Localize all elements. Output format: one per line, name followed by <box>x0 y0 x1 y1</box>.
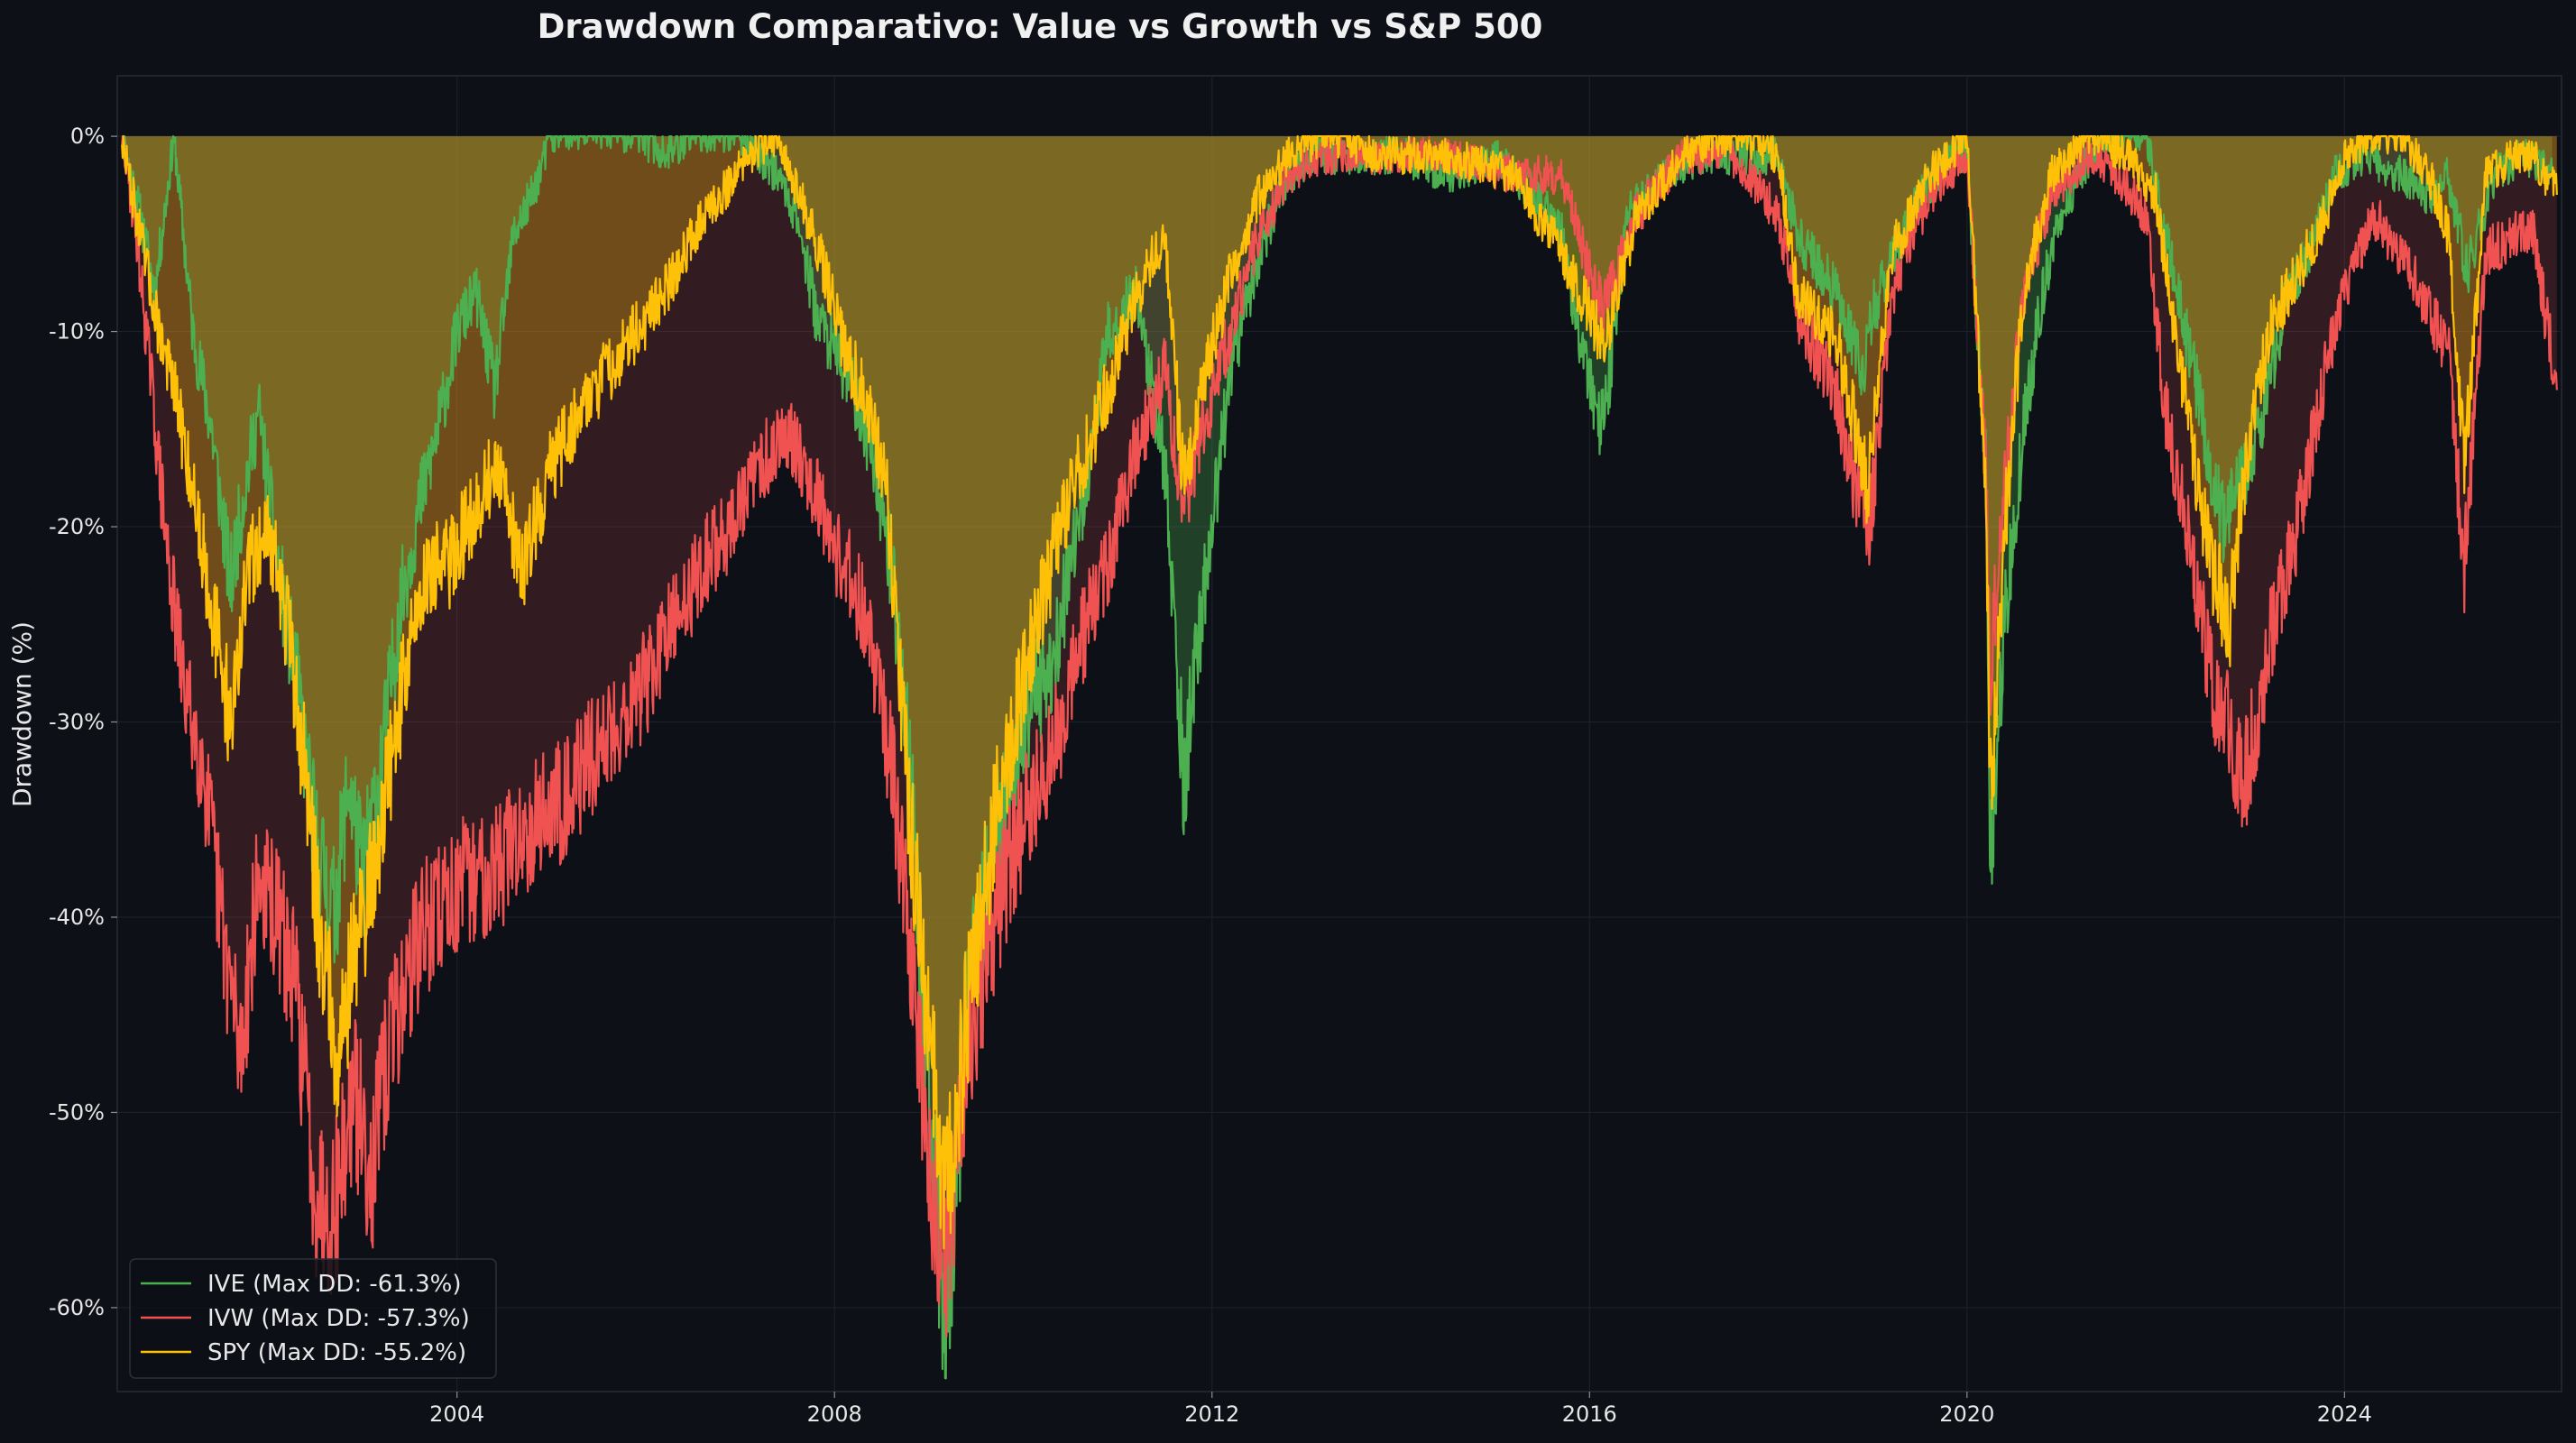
y-tick-label: -30% <box>49 710 105 735</box>
legend-label: IVW (Max DD: -57.3%) <box>207 1305 470 1332</box>
drawdown-lines <box>121 135 2558 1380</box>
legend-items: IVE (Max DD: -61.3%) IVW (Max DD: -57.3%)… <box>141 1271 470 1366</box>
y-tick-label: -10% <box>49 319 105 345</box>
y-tick-label: -40% <box>49 905 105 930</box>
y-axis-label: Drawdown (%) <box>7 621 37 807</box>
drawdown-fill-1 <box>122 136 2553 1379</box>
y-tick-label: -20% <box>49 514 105 539</box>
drawdown-fill-2 <box>122 136 2557 1337</box>
chart-legend: IVE (Max DD: -61.3%) IVW (Max DD: -57.3%)… <box>129 1258 497 1379</box>
legend-label: SPY (Max DD: -55.2%) <box>207 1339 466 1366</box>
y-tick-label: 0% <box>70 124 105 149</box>
x-tick-label: 2024 <box>2317 1402 2372 1427</box>
x-tick-label: 2008 <box>807 1402 862 1427</box>
legend-box <box>129 1258 497 1379</box>
chart-title: Drawdown Comparativo: Value vs Growth vs… <box>538 7 1543 46</box>
y-tick-label: -50% <box>49 1099 105 1125</box>
x-tick-label: 2020 <box>1939 1402 1994 1427</box>
series-line-3 <box>121 135 2558 1250</box>
y-tick-label: -60% <box>49 1295 105 1320</box>
x-tick-label: 2012 <box>1184 1402 1239 1427</box>
x-tick-label: 2004 <box>429 1402 484 1427</box>
x-tick-label: 2016 <box>1562 1402 1617 1427</box>
legend-label: IVE (Max DD: -61.3%) <box>207 1271 462 1298</box>
axis-ticks: 0% -10% -20% -30% -40% -50% -60% 2004 2008 2012 20… <box>49 124 2372 1427</box>
